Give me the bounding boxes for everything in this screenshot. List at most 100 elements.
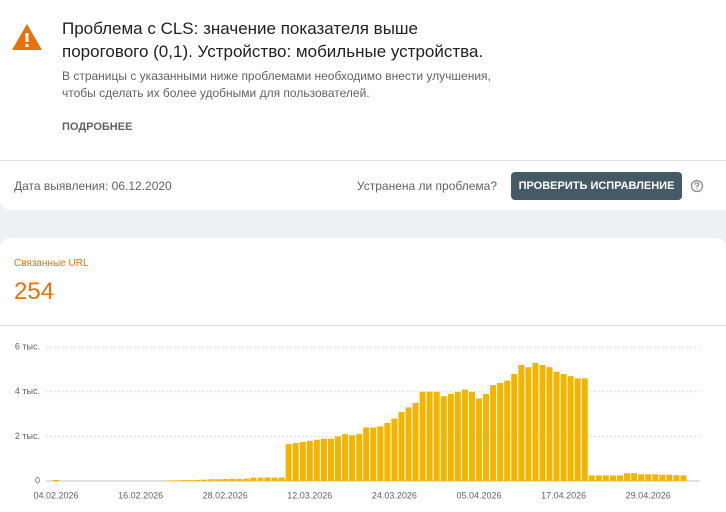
bar — [264, 477, 271, 481]
bar — [320, 438, 327, 481]
chart-title: Связанные URL — [14, 258, 89, 269]
fixed-question: Устранена ли проблема? — [356, 179, 497, 193]
issue-card: Проблема с CLS: значение показателя выше… — [0, 0, 726, 210]
bar — [680, 475, 687, 481]
x-tick-label: 28.02.2026 — [203, 490, 248, 500]
issue-title: Проблема с CLS: значение показателя выше — [62, 19, 419, 38]
bar — [215, 479, 222, 481]
bar — [377, 426, 384, 481]
bar — [271, 477, 278, 481]
bar — [391, 418, 398, 481]
bar — [186, 480, 193, 481]
chart-card: Связанные URL 254 — [0, 238, 726, 512]
bar — [567, 376, 574, 481]
bar — [349, 435, 356, 481]
x-tick-label: 29.04.2026 — [626, 490, 671, 500]
y-tick-label: 4 тыс. — [15, 386, 40, 396]
bar — [574, 378, 581, 481]
bar — [208, 479, 215, 481]
bar — [384, 423, 391, 481]
bar — [560, 373, 567, 481]
y-tick-label: 2 тыс. — [15, 431, 40, 441]
x-tick-label: 24.03.2026 — [372, 490, 417, 500]
bar — [588, 475, 595, 481]
issue-description: чтобы сделать их более удобными для поль… — [62, 86, 370, 100]
issue-title: порогового (0,1). Устройство: мобильные … — [62, 42, 484, 61]
bar — [292, 443, 299, 481]
bar — [327, 438, 334, 481]
bar — [617, 475, 623, 481]
bar — [609, 475, 616, 481]
chart: 0 2 тыс. 4 тыс. 6 тыс. 04.02.2026 16.02.2026 2… — [15, 342, 700, 500]
bar — [335, 436, 341, 481]
bar — [398, 411, 405, 481]
detected-date: Дата выявления: 06.12.2020 — [14, 179, 172, 193]
bar — [447, 394, 454, 481]
bar — [483, 394, 490, 481]
bar — [363, 427, 370, 481]
bar — [602, 475, 609, 481]
bar — [581, 378, 588, 481]
bar — [497, 382, 504, 481]
total-count: 254 — [14, 278, 55, 305]
bar — [638, 474, 645, 481]
x-tick-label: 12.03.2026 — [287, 490, 332, 500]
bar — [412, 402, 419, 481]
bar — [666, 474, 673, 481]
bar — [511, 373, 518, 481]
bar — [546, 367, 553, 481]
bar — [179, 480, 186, 481]
bar — [440, 396, 447, 481]
x-tick-label: 17.04.2026 — [541, 490, 586, 500]
bar — [370, 427, 377, 481]
divider — [0, 325, 726, 326]
bar — [461, 389, 468, 481]
bar — [553, 371, 560, 481]
bar — [356, 434, 363, 481]
bar — [194, 479, 200, 481]
bar — [532, 362, 539, 481]
validate-button[interactable]: ПРОВЕРИТЬ ИСПРАВЛЕНИЕ — [511, 172, 682, 200]
bar — [306, 440, 313, 481]
bar — [426, 391, 433, 481]
help-icon[interactable] — [690, 179, 704, 193]
bar — [673, 475, 680, 481]
bar — [518, 365, 525, 481]
bar — [652, 474, 659, 481]
bar — [342, 434, 349, 481]
bar — [419, 391, 426, 481]
bar — [313, 439, 320, 481]
bar — [525, 367, 532, 481]
bar — [454, 391, 461, 481]
bar — [285, 444, 292, 481]
x-tick-label: 16.02.2026 — [118, 490, 163, 500]
bar — [243, 478, 250, 481]
bar — [631, 473, 638, 481]
more-link[interactable]: ПОДРОБНЕЕ — [62, 121, 133, 133]
bar — [645, 474, 652, 481]
bar — [468, 391, 475, 481]
x-tick-label: 05.04.2026 — [456, 490, 501, 500]
bar — [250, 477, 257, 481]
bar — [299, 441, 306, 481]
bar — [278, 477, 285, 481]
x-tick-label: 04.02.2026 — [33, 490, 78, 500]
bar — [222, 478, 229, 481]
bar — [257, 477, 264, 481]
bar — [172, 480, 179, 481]
bar — [433, 391, 440, 481]
divider — [0, 160, 726, 161]
bar — [659, 474, 666, 481]
bar — [236, 478, 243, 481]
y-tick-label: 0 — [35, 475, 40, 485]
bar — [539, 365, 546, 481]
bar — [595, 475, 602, 481]
bar — [504, 380, 511, 481]
bar — [624, 473, 631, 481]
issue-description: В страницы с указанными ниже проблемами … — [62, 69, 491, 83]
warning-icon — [12, 24, 42, 50]
y-tick-label: 6 тыс. — [15, 342, 40, 352]
bar — [53, 479, 59, 481]
bar — [229, 478, 236, 481]
